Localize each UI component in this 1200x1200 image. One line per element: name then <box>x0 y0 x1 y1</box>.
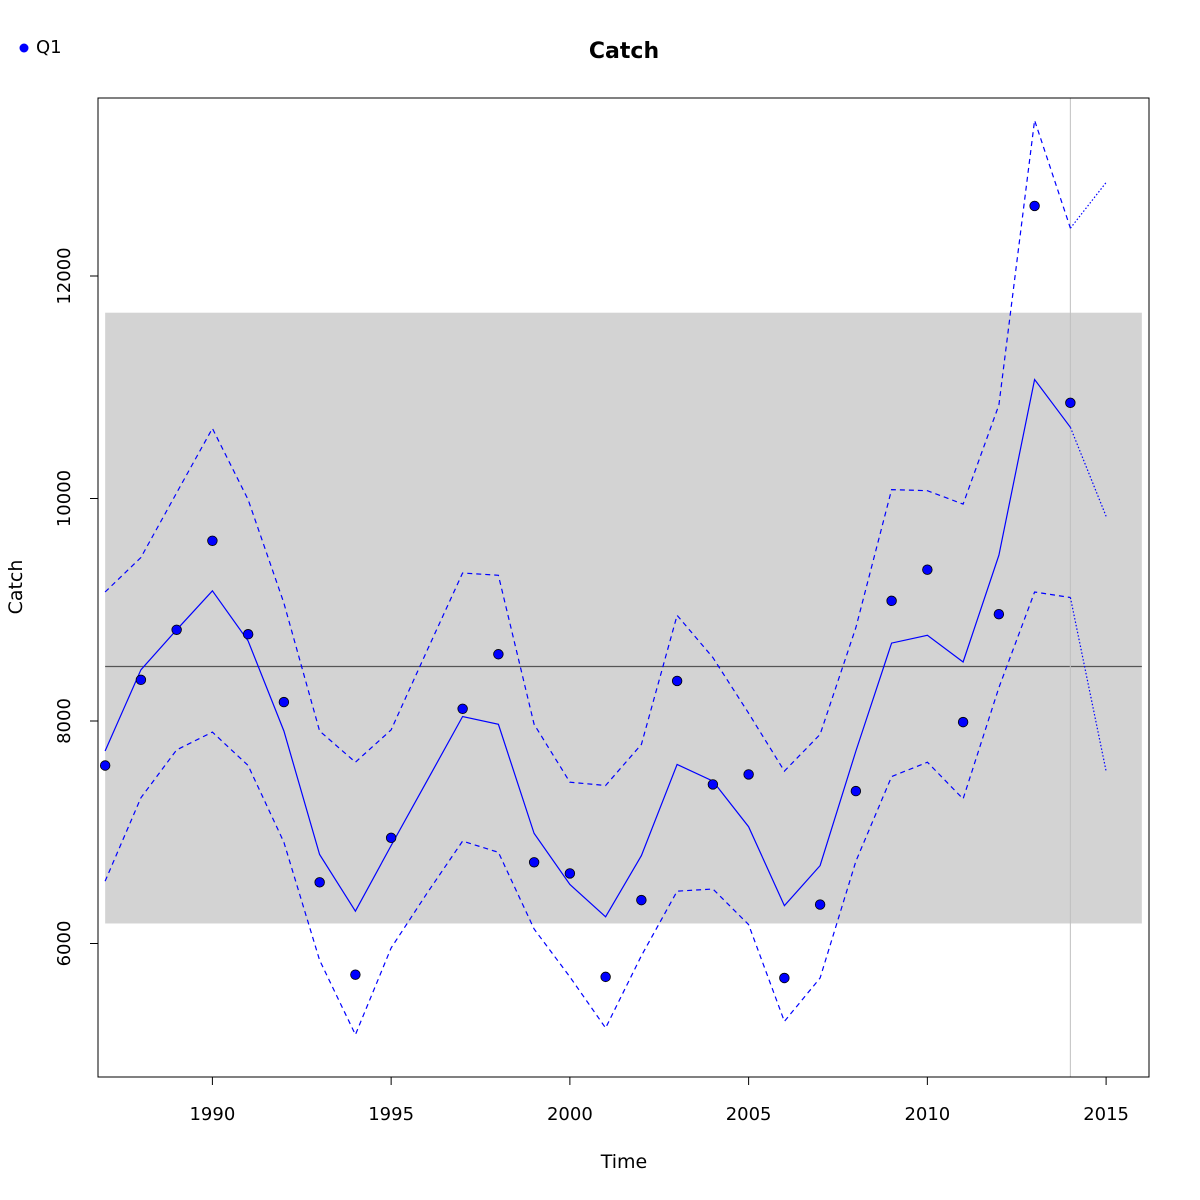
observation-point <box>957 716 969 728</box>
observation-point <box>1065 397 1076 409</box>
legend-marker <box>19 43 29 53</box>
observation-point <box>528 857 540 868</box>
observation-point <box>993 609 1005 620</box>
fit-line <box>104 378 1071 918</box>
observation-point <box>350 969 361 980</box>
fit-lower-line <box>104 591 1071 1037</box>
x-tick-label: 2015 <box>1083 1104 1129 1125</box>
observation-point <box>779 972 790 984</box>
observation-point <box>600 971 611 983</box>
x-axis-title: Time <box>600 1151 648 1173</box>
observation-point <box>314 877 325 888</box>
observation-point <box>1029 200 1040 212</box>
observation-point <box>814 899 826 910</box>
legend-label-q1: Q1 <box>36 37 62 58</box>
observation-point <box>457 703 468 714</box>
x-tick-label: 2005 <box>726 1104 772 1125</box>
observation-point <box>242 629 254 640</box>
forecast-upper-line <box>1069 182 1107 229</box>
observation-point <box>99 760 111 771</box>
fit-upper-line <box>104 120 1071 787</box>
legend: Q1 <box>19 37 62 58</box>
y-tick-label: 10000 <box>54 470 75 527</box>
observation-point <box>493 649 504 660</box>
y-tick-label: 12000 <box>54 247 75 304</box>
y-tick-label: 8000 <box>54 698 75 744</box>
x-tick-label: 1995 <box>368 1104 414 1125</box>
reference-lines-layer <box>105 98 1142 1077</box>
reference-band <box>105 312 1142 924</box>
chart-title: Catch <box>589 39 659 64</box>
observation-point <box>278 696 290 708</box>
x-tick-label: 2000 <box>547 1104 593 1125</box>
forecast-lower-line <box>1069 597 1107 772</box>
y-axis-title: Catch <box>5 560 27 615</box>
observation-point <box>671 675 683 687</box>
observation-point <box>886 595 897 607</box>
observation-points-layer <box>99 200 1076 984</box>
reference-band-layer <box>105 312 1142 924</box>
observation-point <box>850 785 862 797</box>
series-layer <box>104 120 1107 1037</box>
x-tick-label: 1990 <box>189 1104 235 1125</box>
observation-point <box>207 535 218 546</box>
observation-point <box>564 868 576 879</box>
x-tick-label: 2010 <box>904 1104 950 1125</box>
observation-point <box>636 894 647 906</box>
plot-frame <box>97 97 1150 1078</box>
y-tick-label: 6000 <box>54 921 75 967</box>
observation-point <box>135 674 147 686</box>
observation-point <box>707 779 719 790</box>
observation-point <box>922 564 933 575</box>
observation-point <box>171 624 182 635</box>
observation-point <box>743 769 754 780</box>
observation-point <box>385 832 397 844</box>
